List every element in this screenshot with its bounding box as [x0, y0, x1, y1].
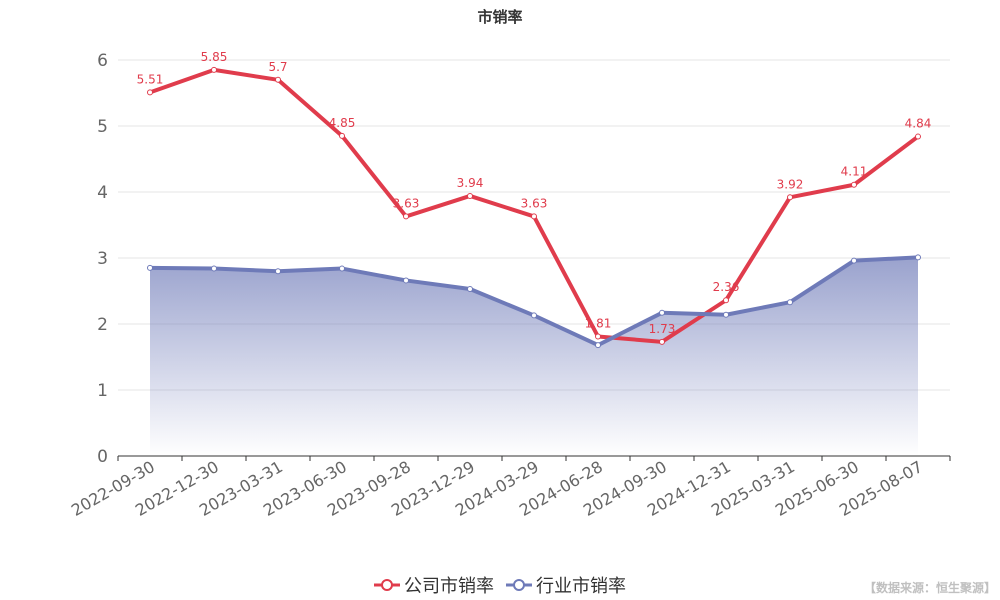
data-point — [787, 194, 793, 201]
data-label: 3.92 — [777, 177, 804, 191]
legend-swatch-icon — [374, 579, 400, 591]
source-note: 【数据来源：恒生聚源】 — [863, 581, 996, 595]
chart-title: 市销率 — [477, 8, 523, 26]
data-point — [147, 264, 153, 271]
data-label: 2.36 — [713, 280, 740, 294]
data-label: 3.63 — [393, 196, 420, 210]
data-point — [723, 311, 729, 318]
data-label: 5.51 — [137, 72, 164, 86]
data-point — [467, 192, 473, 199]
legend-label: 公司市销率 — [404, 576, 494, 597]
data-point — [595, 333, 601, 340]
data-point — [531, 213, 537, 220]
y-tick-label: 0 — [97, 447, 108, 467]
data-point — [787, 299, 793, 306]
data-label: 3.94 — [457, 176, 484, 190]
y-tick-label: 1 — [97, 381, 108, 401]
data-label: 5.85 — [201, 50, 228, 64]
data-point — [915, 133, 921, 140]
data-label: 5.7 — [268, 60, 287, 74]
data-point — [659, 338, 665, 345]
data-point — [275, 76, 281, 83]
y-tick-label: 2 — [97, 315, 108, 335]
data-label: 4.84 — [905, 117, 932, 131]
y-tick-label: 3 — [97, 249, 108, 269]
series-area — [150, 257, 918, 456]
y-tick-label: 6 — [97, 51, 108, 71]
data-label: 4.85 — [329, 116, 356, 130]
data-point — [851, 181, 857, 188]
data-point — [403, 277, 409, 284]
data-point — [659, 309, 665, 316]
y-tick-label: 5 — [97, 117, 108, 137]
data-label: 1.81 — [585, 317, 612, 331]
legend-label: 行业市销率 — [536, 576, 626, 597]
legend-item[interactable]: 公司市销率 — [374, 572, 494, 598]
legend-swatch-icon — [506, 579, 532, 591]
data-point — [595, 342, 601, 349]
y-tick-label: 4 — [97, 183, 108, 203]
data-point — [723, 297, 729, 304]
data-point — [339, 132, 345, 139]
data-label: 1.73 — [649, 322, 676, 336]
data-label: 3.63 — [521, 196, 548, 210]
data-point — [339, 265, 345, 272]
legend-item[interactable]: 行业市销率 — [506, 572, 626, 598]
data-point — [531, 312, 537, 319]
data-point — [211, 66, 217, 73]
data-label: 4.11 — [841, 165, 868, 179]
data-point — [851, 257, 857, 264]
data-point — [467, 286, 473, 293]
data-point — [403, 213, 409, 220]
data-point — [147, 89, 153, 96]
data-point — [275, 268, 281, 275]
legend: 公司市销率 行业市销率 — [0, 572, 1000, 598]
data-point — [915, 254, 921, 261]
data-point — [211, 265, 217, 272]
